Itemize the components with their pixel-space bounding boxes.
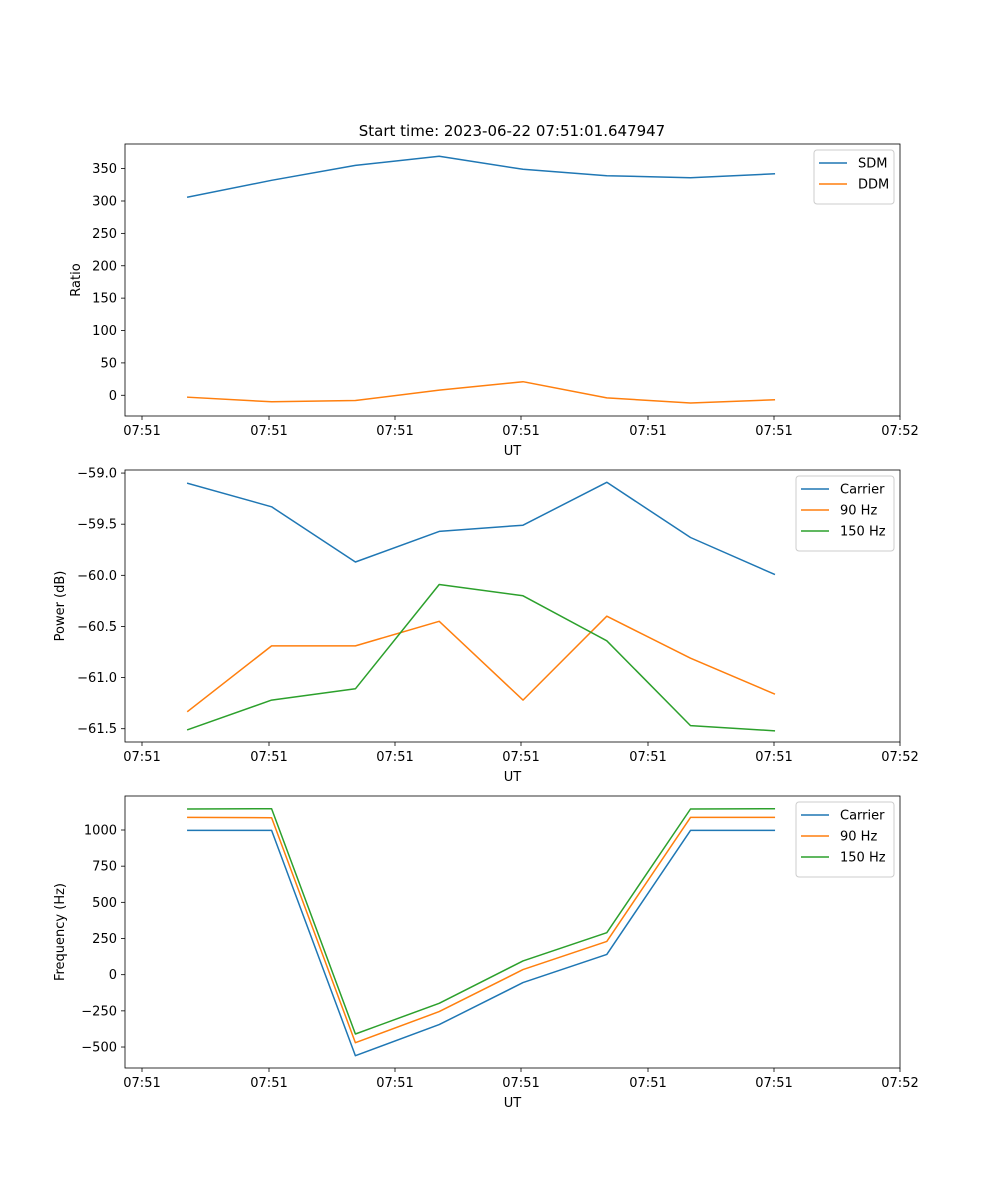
x-tick-label: 07:51 [376, 1076, 413, 1091]
legend-box [795, 801, 895, 878]
series-line-sdm [186, 155, 776, 198]
x-tick-label: 07:51 [123, 750, 160, 765]
x-tick-label: 07:51 [502, 1076, 539, 1091]
y-tick-label: −59.0 [77, 467, 117, 482]
y-tick-label: 250 [92, 932, 117, 947]
axes-frame [124, 795, 901, 1069]
figure-title: Start time: 2023-06-22 07:51:01.647947 [359, 122, 665, 140]
y-tick-label: 100 [92, 324, 117, 339]
y-axis-label: Ratio [69, 263, 84, 296]
y-tick-label: 500 [92, 896, 117, 911]
legend-box [795, 475, 895, 552]
series-line-90-hz [187, 816, 776, 1044]
x-tick-label: 07:51 [629, 1076, 666, 1091]
legend-label: 90 Hz [840, 504, 877, 519]
x-tick-label: 07:52 [881, 424, 918, 439]
y-tick-label: 300 [92, 194, 117, 209]
y-tick-label: 0 [109, 389, 117, 404]
x-axis-label: UT [504, 444, 522, 459]
y-tick-label: 1000 [84, 824, 117, 839]
legend: Carrier 90 Hz 150 Hz [795, 475, 895, 552]
y-tick-label: 0 [109, 968, 117, 983]
x-tick-label: 07:52 [881, 1076, 918, 1091]
x-tick-label: 07:51 [250, 1076, 287, 1091]
y-tick-label: 50 [100, 356, 117, 371]
series-line-150-hz [186, 583, 776, 732]
legend-label: Carrier [840, 483, 885, 498]
series-line-ddm [187, 380, 776, 404]
series-line-150-hz [187, 807, 776, 1035]
y-tick-label: −61.5 [77, 722, 117, 737]
y-tick-label: −60.0 [77, 569, 117, 584]
y-tick-label: −61.0 [77, 671, 117, 686]
x-tick-label: 07:51 [376, 424, 413, 439]
panel-3: 07:51 07:51 07:51 07:51 07:51 07:51 07:52 −500 −… [53, 795, 919, 1111]
y-tick-label: −60.5 [77, 620, 117, 635]
plot-area [187, 807, 776, 1057]
panel-1: 07:51 07:51 07:51 07:51 07:51 07:51 07:52 0 50 10… [69, 143, 919, 459]
y-tick-label: 750 [92, 860, 117, 875]
y-tick-label: 350 [92, 162, 117, 177]
x-axis-label: UT [504, 1096, 522, 1111]
y-tick-label: 200 [92, 259, 117, 274]
legend: SDM DDM [813, 149, 895, 205]
legend: Carrier 90 Hz 150 Hz [795, 801, 895, 878]
plot-area [186, 481, 776, 732]
panel-2: 07:51 07:51 07:51 07:51 07:51 07:51 07:52 −61.5… [53, 467, 919, 785]
x-tick-label: 07:51 [629, 424, 666, 439]
x-tick-label: 07:51 [755, 1076, 792, 1091]
legend-label: 90 Hz [840, 830, 877, 845]
x-tick-label: 07:51 [755, 750, 792, 765]
x-tick-label: 07:51 [502, 424, 539, 439]
legend-label: 150 Hz [840, 525, 886, 540]
legend-label: SDM [858, 157, 887, 172]
x-tick-label: 07:52 [881, 750, 918, 765]
y-axis-label: Frequency (Hz) [53, 883, 68, 981]
y-axis-label: Power (dB) [53, 571, 68, 642]
x-tick-label: 07:51 [502, 750, 539, 765]
legend-label: 150 Hz [840, 851, 886, 866]
y-tick-label: 150 [92, 292, 117, 307]
plot-area [186, 155, 776, 404]
x-tick-label: 07:51 [376, 750, 413, 765]
series-line-carrier [186, 481, 776, 576]
y-tick-label: −250 [81, 1004, 117, 1019]
x-tick-label: 07:51 [629, 750, 666, 765]
x-tick-label: 07:51 [123, 424, 160, 439]
y-tick-label: −59.5 [77, 518, 117, 533]
y-tick-label: 250 [92, 227, 117, 242]
x-tick-label: 07:51 [250, 424, 287, 439]
x-tick-label: 07:51 [250, 750, 287, 765]
axes-frame [124, 469, 901, 743]
x-tick-label: 07:51 [123, 1076, 160, 1091]
series-line-carrier [187, 829, 776, 1057]
x-tick-label: 07:51 [755, 424, 792, 439]
legend-label: Carrier [840, 809, 885, 824]
legend-label: DDM [858, 178, 889, 193]
y-tick-label: −500 [81, 1041, 117, 1056]
series-line-90-hz [186, 615, 776, 713]
axes-frame [124, 143, 901, 417]
x-axis-label: UT [504, 770, 522, 785]
